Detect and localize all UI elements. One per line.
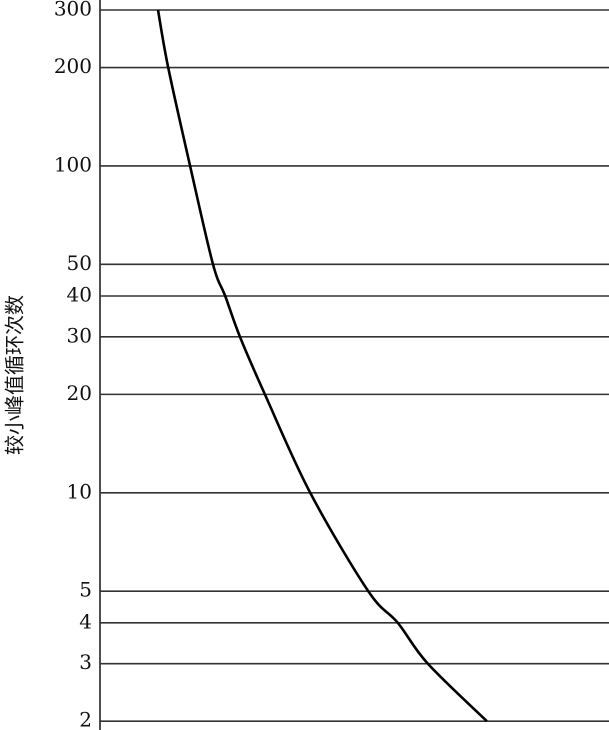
y-axis-label: 较小峰值循环次数 bbox=[3, 295, 27, 455]
y-tick-label: 100 bbox=[54, 152, 92, 176]
y-tick-label: 300 bbox=[54, 0, 92, 21]
curve bbox=[156, 9, 488, 723]
y-tick-label: 50 bbox=[67, 251, 92, 275]
y-tick-label: 40 bbox=[67, 282, 92, 306]
y-tick-label: 10 bbox=[67, 479, 92, 503]
y-tick-label: 30 bbox=[67, 323, 92, 347]
y-tick-label: 2 bbox=[79, 708, 92, 730]
y-tick-label: 5 bbox=[79, 578, 92, 602]
y-tick-label: 200 bbox=[54, 54, 92, 78]
y-tick-label: 4 bbox=[79, 609, 92, 633]
y-tick-label: 3 bbox=[79, 650, 92, 674]
y-tick-label: 20 bbox=[67, 381, 92, 405]
